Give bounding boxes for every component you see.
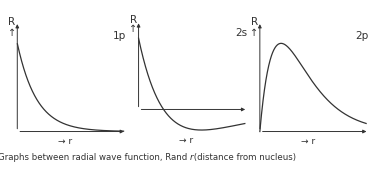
Text: → r: → r	[58, 137, 72, 146]
Text: Graphs between radial wave function, Rand: Graphs between radial wave function, Ran…	[0, 153, 190, 162]
Text: → r: → r	[179, 136, 193, 146]
Text: r: r	[190, 153, 193, 162]
Text: (distance from nucleus): (distance from nucleus)	[191, 153, 296, 162]
Text: 2s: 2s	[235, 28, 247, 38]
Text: R: R	[8, 17, 16, 28]
Text: R: R	[130, 15, 137, 26]
Text: R: R	[251, 17, 258, 28]
Text: ↑: ↑	[129, 24, 137, 34]
Text: ↑: ↑	[8, 28, 16, 38]
Text: 2p: 2p	[355, 31, 368, 41]
Text: 1p: 1p	[113, 31, 126, 41]
Text: ↑: ↑	[251, 28, 258, 38]
Text: → r: → r	[301, 137, 315, 146]
